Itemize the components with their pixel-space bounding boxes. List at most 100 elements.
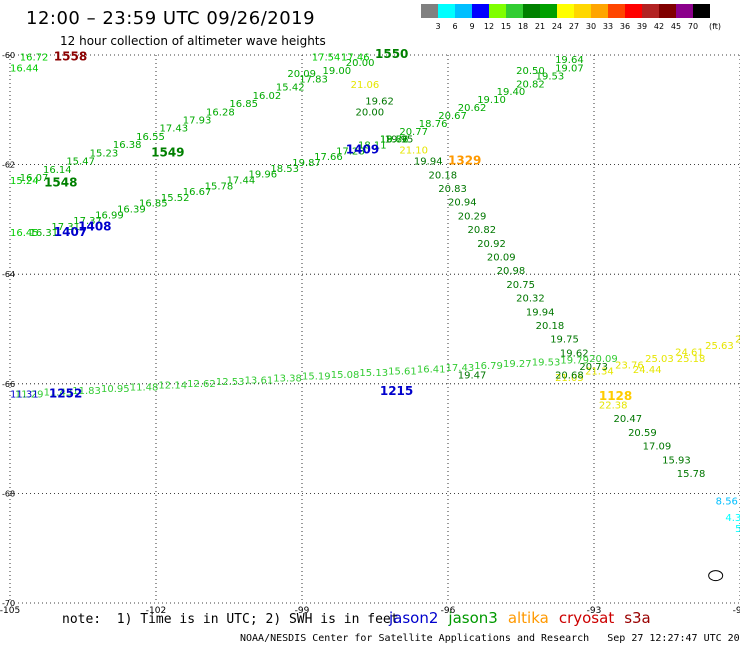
- wave-height-reading: 19.94: [414, 157, 443, 168]
- wave-height-reading: 15.47: [66, 157, 95, 168]
- pass-time-label: 1329: [448, 154, 481, 168]
- colorbar-label: 12: [483, 22, 495, 31]
- lat-tick-label: -60: [2, 51, 15, 60]
- wave-height-reading: 20.94: [448, 198, 477, 209]
- wave-height-reading: 13.61: [245, 375, 274, 386]
- pass-time-label: 1548: [44, 176, 77, 190]
- colorbar-label: 27: [568, 22, 580, 31]
- colorbar-swatch: [523, 4, 540, 18]
- wave-height-reading: 8.56: [716, 496, 738, 507]
- lon-tick-label: -96: [441, 606, 456, 616]
- legend-jason3: jason3: [448, 609, 498, 627]
- lat-tick-label: -68: [2, 489, 15, 498]
- note-text: note: 1) Time is in UTC; 2) SWH is in fe…: [62, 612, 399, 627]
- wave-height-reading: 21.34: [585, 367, 614, 378]
- wave-height-reading: 19.75: [550, 335, 579, 346]
- pass-time-label: 1558: [54, 49, 87, 63]
- wave-height-reading: 16.72: [20, 52, 49, 63]
- legend-jason2: jason2: [389, 609, 439, 627]
- wave-height-reading: 19.53: [532, 357, 561, 368]
- wave-height-reading: 11.29: [15, 390, 44, 401]
- colorbar-label: 24: [551, 22, 563, 31]
- wave-height-reading: 16.85: [229, 99, 258, 110]
- wave-height-reading: 21.10: [399, 146, 428, 157]
- satellite-legend: jason2 jason3 altika cryosat s3a: [389, 609, 661, 627]
- wave-height-reading: 20.09: [487, 253, 516, 264]
- colorbar-swatch: [659, 4, 676, 18]
- colorbar-swatch: [625, 4, 642, 18]
- wave-height-reading: 20.92: [477, 239, 506, 250]
- wave-height-reading: 12.14: [158, 381, 187, 392]
- wave-height-reading: 20.83: [438, 184, 467, 195]
- wave-height-reading: 15.42: [276, 83, 305, 94]
- pass-time-label: 1408: [78, 219, 111, 233]
- pass-time-label: 1409: [346, 143, 379, 157]
- wave-height-reading: 16.79: [474, 361, 503, 372]
- wave-height-reading: 23.76: [615, 360, 644, 371]
- wave-height-reading: 19.40: [497, 87, 526, 98]
- colorbar-swatch: [608, 4, 625, 18]
- pass-time-label: 1215: [380, 384, 413, 398]
- colorbar-swatch: [455, 4, 472, 18]
- wave-height-reading: 16.31: [29, 228, 58, 239]
- wave-height-reading: 12.62: [187, 379, 216, 390]
- colorbar-swatch: [472, 4, 489, 18]
- wave-height-reading: 20.18: [536, 321, 565, 332]
- wave-height-reading: 20.82: [467, 225, 496, 236]
- wave-height-reading: 19.62: [365, 96, 394, 107]
- wave-height-reading: 15.19: [302, 372, 331, 383]
- wave-height-reading: 16.67: [183, 187, 212, 198]
- colorbar-label: 21: [534, 22, 546, 31]
- wave-height-reading: 17.83: [299, 74, 328, 85]
- altimeter-map[interactable]: -105 -102 -99 -96 -93 -90 -60 -62 -64 -66 -68 -70 16…: [0, 47, 740, 616]
- wave-height-reading: 15.61: [388, 366, 417, 377]
- lon-tick-label: -102: [146, 606, 166, 616]
- lat-tick-label: -64: [2, 270, 15, 279]
- wave-height-reading: 25.18: [677, 354, 706, 365]
- wave-height-reading: 15.78: [205, 181, 234, 192]
- wave-height-reading: 19.10: [477, 95, 506, 106]
- colorbar-label: 9: [469, 22, 475, 31]
- wave-height-reading: 18.76: [419, 119, 448, 130]
- island-outline: [708, 570, 724, 582]
- pass-time-label: 1128: [599, 389, 632, 403]
- wave-height-reading: 16.39: [117, 205, 146, 216]
- wave-height-reading: 17.93: [183, 116, 212, 127]
- lon-tick-label: -90: [733, 606, 740, 616]
- wave-height-reading: 10.95: [101, 384, 130, 395]
- wave-height-reading: 17.54: [312, 52, 341, 63]
- wave-height-reading: 20.67: [438, 111, 467, 122]
- colorbar-label: 33: [602, 22, 614, 31]
- map-subtitle: 12 hour collection of altimeter wave hei…: [60, 34, 326, 48]
- pass-time-label: 1407: [54, 225, 87, 239]
- wave-height-reading: 16.28: [206, 107, 235, 118]
- wave-height-reading: 20.59: [628, 428, 657, 439]
- wave-height-reading: 18.76: [380, 135, 409, 146]
- map-plot-area[interactable]: -105 -102 -99 -96 -93 -90 -60 -62 -64 -66 -68 -70 16…: [0, 47, 740, 616]
- wave-height-reading: 25.18: [735, 335, 740, 346]
- wave-height-reading: 12.53: [216, 377, 245, 388]
- map-title: 12:00 – 23:59 UTC 09/26/2019: [26, 8, 316, 29]
- wave-height-reading: 20.68: [555, 370, 584, 381]
- colorbar-label: 42: [653, 22, 665, 31]
- wave-height-reading: 16.99: [95, 210, 124, 221]
- wave-height-reading: 13.38: [273, 373, 302, 384]
- colorbar-label: 18: [517, 22, 529, 31]
- wave-height-reading: 20.32: [516, 294, 545, 305]
- wave-height-reading: 21.05: [555, 373, 584, 384]
- wave-height-reading: 16.45: [10, 228, 39, 239]
- wave-height-reading: 19.96: [248, 170, 277, 181]
- wave-height-reading: 15.23: [90, 148, 119, 159]
- wave-height-reading: 15.52: [161, 193, 190, 204]
- lat-tick-label: -62: [2, 161, 15, 170]
- wave-height-reading: 15.08: [331, 370, 360, 381]
- wave-height-reading: 19.27: [503, 359, 532, 370]
- wave-height-reading: 15.78: [677, 469, 706, 480]
- wave-height-reading: 11.83: [72, 386, 101, 397]
- colorbar-label: 3: [435, 22, 441, 31]
- colorbar-swatch: [591, 4, 608, 18]
- legend-altika: altika: [507, 609, 549, 627]
- legend-s3a: s3a: [624, 609, 651, 627]
- wave-height-reading: 19.95: [385, 135, 414, 146]
- pass-time-label: 1550: [375, 47, 408, 61]
